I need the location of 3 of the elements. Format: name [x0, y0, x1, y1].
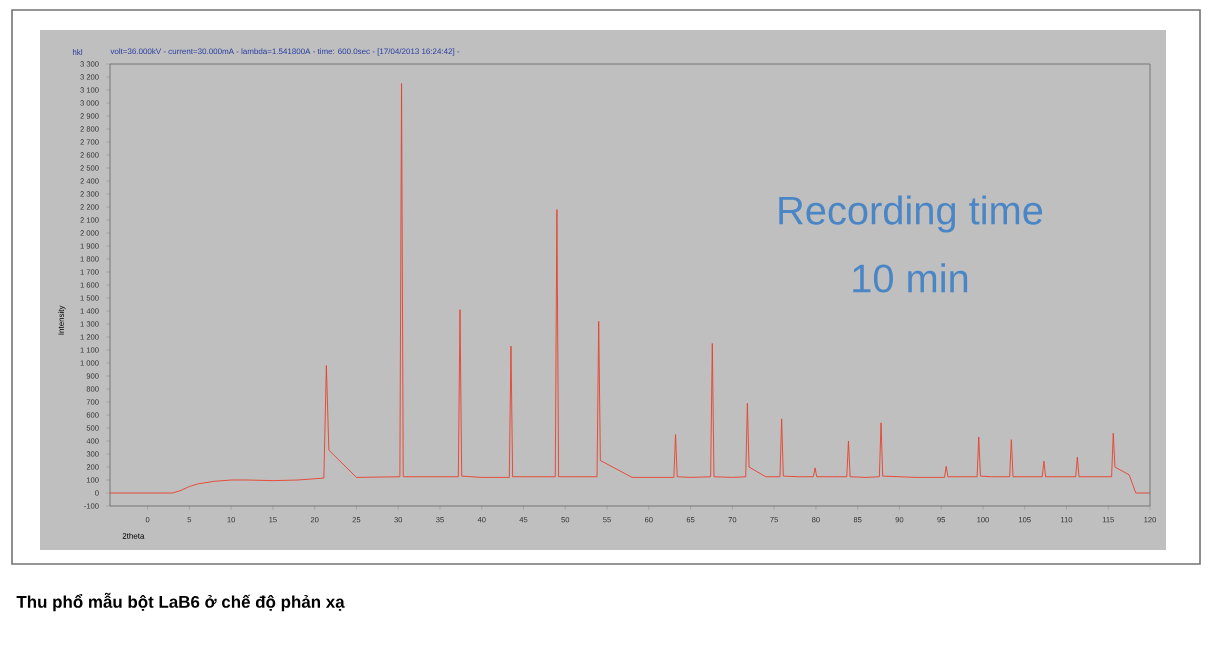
annotation: Recording time [779, 195, 1043, 233]
text: Thu phổ mẫu bột LaB6 ở chế độ phản xạ [16, 592, 345, 612]
annotation: 10 min [853, 263, 968, 293]
